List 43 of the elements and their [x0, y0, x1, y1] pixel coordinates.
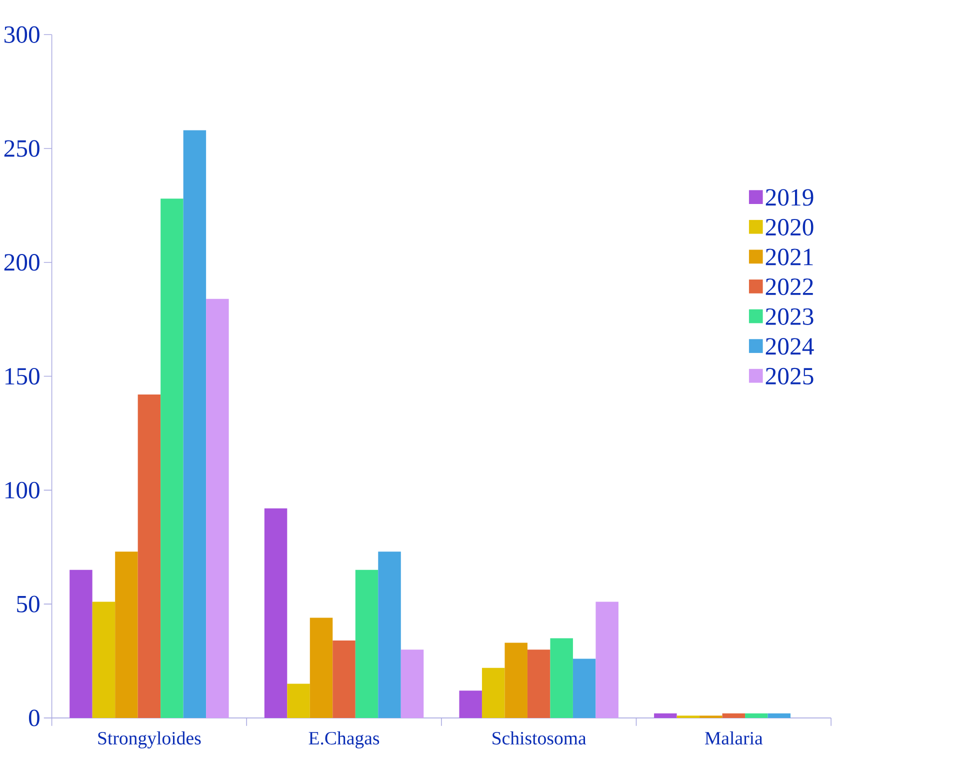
bar — [527, 649, 550, 718]
bar — [596, 602, 618, 718]
y-tick-label: 0 — [28, 709, 40, 726]
bar — [654, 713, 677, 718]
x-tick-label: Schistosoma — [492, 731, 586, 744]
bar — [745, 713, 768, 718]
bar — [310, 618, 333, 718]
bar — [92, 602, 116, 718]
bar — [160, 198, 184, 718]
bar — [115, 552, 138, 718]
bar — [70, 570, 92, 718]
bar — [206, 298, 229, 718]
bar — [504, 642, 528, 718]
bar — [572, 658, 596, 718]
bar — [378, 552, 401, 718]
bar — [332, 640, 356, 718]
bar — [138, 394, 161, 718]
y-tick-label: 100 — [5, 482, 40, 498]
bar — [183, 130, 206, 718]
bar — [459, 690, 482, 718]
legend-label: 2023 — [766, 308, 814, 325]
bar — [400, 649, 424, 718]
bar — [768, 713, 791, 718]
y-tick-label: 300 — [4, 26, 40, 43]
legend-label: 2025 — [766, 368, 814, 384]
x-tick-label: Strongyloides — [98, 731, 201, 748]
legend-label: 2019 — [766, 188, 814, 206]
y-tick-label: 250 — [4, 140, 40, 157]
bar — [355, 570, 378, 718]
bar — [482, 668, 505, 718]
x-tick-label: E.Chagas — [308, 731, 380, 748]
legend-label: 2021 — [766, 248, 813, 266]
x-tick-label: Malaria — [704, 731, 763, 744]
bar — [550, 638, 573, 718]
legend-label: 2020 — [766, 218, 814, 236]
bar — [264, 508, 288, 718]
legend-label: 2022 — [766, 278, 813, 296]
legend-label: 2024 — [766, 338, 814, 355]
y-tick-label: 150 — [5, 368, 40, 384]
y-tick-label: 200 — [4, 254, 40, 271]
bar — [287, 684, 310, 718]
y-tick-label: 50 — [17, 596, 40, 612]
bar — [722, 713, 746, 718]
